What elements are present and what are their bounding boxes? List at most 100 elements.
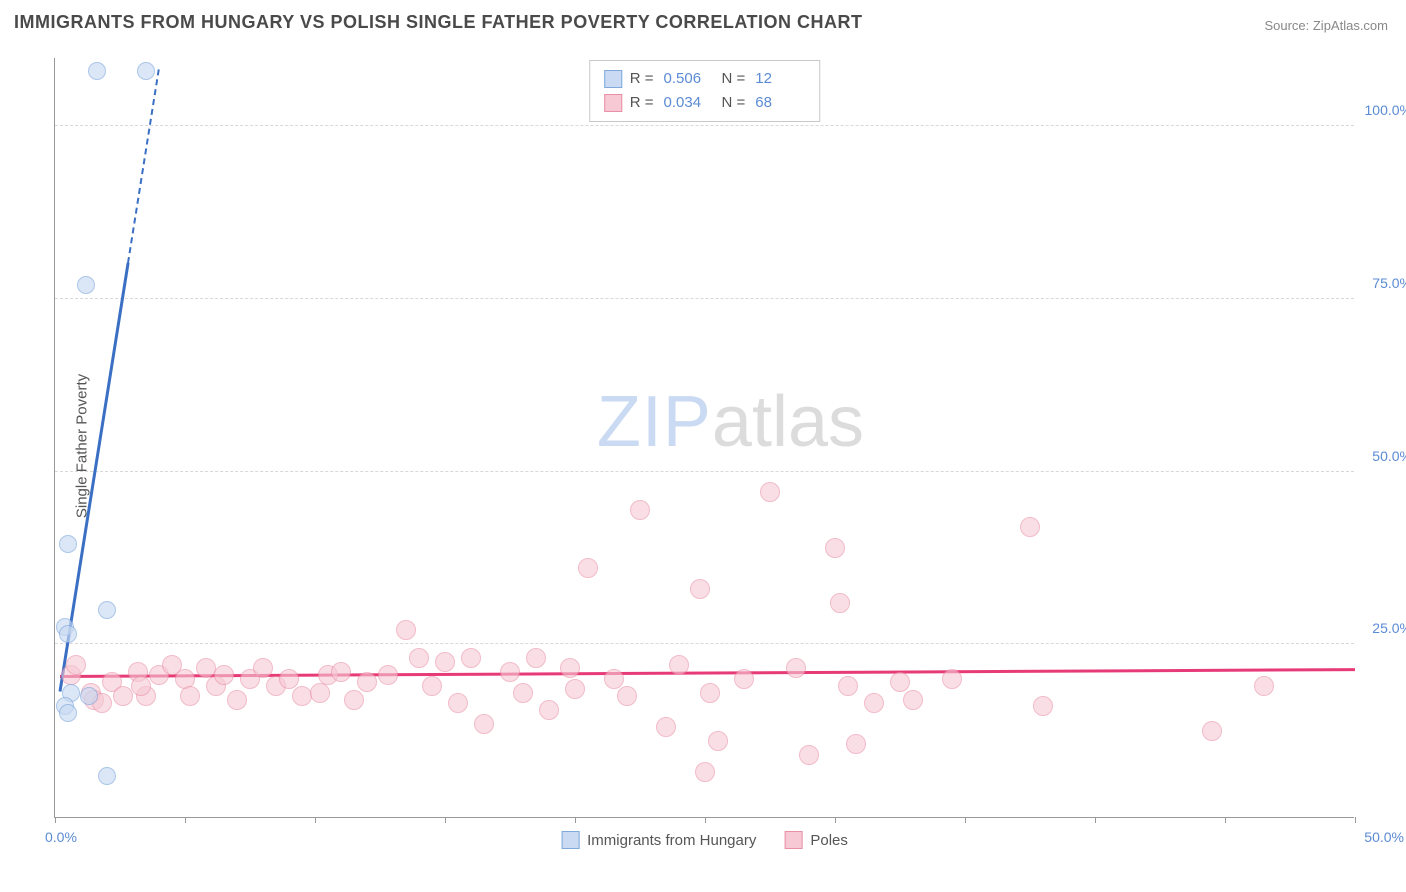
swatch-hungary <box>561 831 579 849</box>
data-point-poles <box>864 693 884 713</box>
x-tick <box>575 817 576 823</box>
source-prefix: Source: <box>1264 18 1312 33</box>
gridline-horizontal <box>55 298 1354 299</box>
data-point-poles <box>331 662 351 682</box>
scatter-plot-area: ZIPatlas R = 0.506 N = 12 R = 0.034 N = … <box>54 58 1354 818</box>
data-point-poles <box>942 669 962 689</box>
x-tick <box>445 817 446 823</box>
hungary-n-value: 12 <box>755 67 805 91</box>
r-label: R = <box>630 67 654 91</box>
n-label: N = <box>722 91 746 115</box>
x-axis-origin-label: 0.0% <box>45 829 77 845</box>
data-point-hungary <box>80 687 98 705</box>
x-tick <box>1355 817 1356 823</box>
data-point-poles <box>131 676 151 696</box>
data-point-poles <box>630 500 650 520</box>
data-point-poles <box>500 662 520 682</box>
x-tick <box>965 817 966 823</box>
data-point-poles <box>560 658 580 678</box>
legend-item-hungary: Immigrants from Hungary <box>561 831 756 849</box>
x-tick <box>185 817 186 823</box>
data-point-poles <box>565 679 585 699</box>
data-point-hungary <box>77 276 95 294</box>
y-tick-label: 50.0% <box>1360 448 1406 464</box>
data-point-poles <box>113 686 133 706</box>
data-point-poles <box>708 731 728 751</box>
data-point-poles <box>378 665 398 685</box>
n-label: N = <box>722 67 746 91</box>
watermark-zip: ZIP <box>597 382 712 462</box>
gridline-horizontal <box>55 125 1354 126</box>
hungary-label: Immigrants from Hungary <box>587 832 756 849</box>
poles-n-value: 68 <box>755 91 805 115</box>
data-point-hungary <box>59 535 77 553</box>
data-point-poles <box>830 593 850 613</box>
x-tick <box>55 817 56 823</box>
swatch-poles <box>604 94 622 112</box>
data-point-poles <box>786 658 806 678</box>
x-tick <box>315 817 316 823</box>
data-point-poles <box>825 538 845 558</box>
data-point-hungary <box>98 767 116 785</box>
data-point-poles <box>690 579 710 599</box>
data-point-poles <box>700 683 720 703</box>
data-point-poles <box>890 672 910 692</box>
x-tick <box>1225 817 1226 823</box>
data-point-poles <box>539 700 559 720</box>
data-point-hungary <box>59 625 77 643</box>
data-point-poles <box>422 676 442 696</box>
data-point-poles <box>1033 696 1053 716</box>
data-point-poles <box>180 686 200 706</box>
legend-row-hungary: R = 0.506 N = 12 <box>604 67 806 91</box>
chart-title: IMMIGRANTS FROM HUNGARY VS POLISH SINGLE… <box>14 12 863 33</box>
data-point-poles <box>846 734 866 754</box>
y-tick-label: 25.0% <box>1360 620 1406 636</box>
data-point-poles <box>526 648 546 668</box>
data-point-poles <box>799 745 819 765</box>
data-point-hungary <box>137 62 155 80</box>
data-point-poles <box>409 648 429 668</box>
data-point-poles <box>461 648 481 668</box>
x-axis-max-label: 50.0% <box>1364 829 1404 845</box>
data-point-poles <box>838 676 858 696</box>
gridline-horizontal <box>55 643 1354 644</box>
data-point-poles <box>578 558 598 578</box>
r-label: R = <box>630 91 654 115</box>
data-point-poles <box>656 717 676 737</box>
data-point-poles <box>617 686 637 706</box>
data-point-poles <box>1202 721 1222 741</box>
legend-item-poles: Poles <box>784 831 848 849</box>
data-point-poles <box>513 683 533 703</box>
watermark-atlas: atlas <box>712 382 864 462</box>
data-point-poles <box>903 690 923 710</box>
data-point-poles <box>435 652 455 672</box>
data-point-poles <box>279 669 299 689</box>
trend-line <box>127 70 160 264</box>
x-tick <box>705 817 706 823</box>
x-tick <box>835 817 836 823</box>
y-tick-label: 100.0% <box>1360 102 1406 118</box>
series-legend: Immigrants from Hungary Poles <box>561 831 848 849</box>
data-point-poles <box>474 714 494 734</box>
data-point-poles <box>760 482 780 502</box>
data-point-poles <box>357 672 377 692</box>
y-tick-label: 75.0% <box>1360 275 1406 291</box>
correlation-legend: R = 0.506 N = 12 R = 0.034 N = 68 <box>589 60 821 122</box>
data-point-hungary <box>59 704 77 722</box>
data-point-poles <box>253 658 273 678</box>
data-point-poles <box>604 669 624 689</box>
poles-r-value: 0.034 <box>664 91 714 115</box>
data-point-poles <box>344 690 364 710</box>
source-link[interactable]: ZipAtlas.com <box>1313 18 1388 33</box>
data-point-poles <box>734 669 754 689</box>
data-point-poles <box>1254 676 1274 696</box>
swatch-poles <box>784 831 802 849</box>
gridline-horizontal <box>55 471 1354 472</box>
data-point-poles <box>448 693 468 713</box>
data-point-hungary <box>98 601 116 619</box>
data-point-poles <box>310 683 330 703</box>
poles-label: Poles <box>810 832 848 849</box>
swatch-hungary <box>604 70 622 88</box>
source-attribution: Source: ZipAtlas.com <box>1264 18 1388 33</box>
data-point-poles <box>695 762 715 782</box>
